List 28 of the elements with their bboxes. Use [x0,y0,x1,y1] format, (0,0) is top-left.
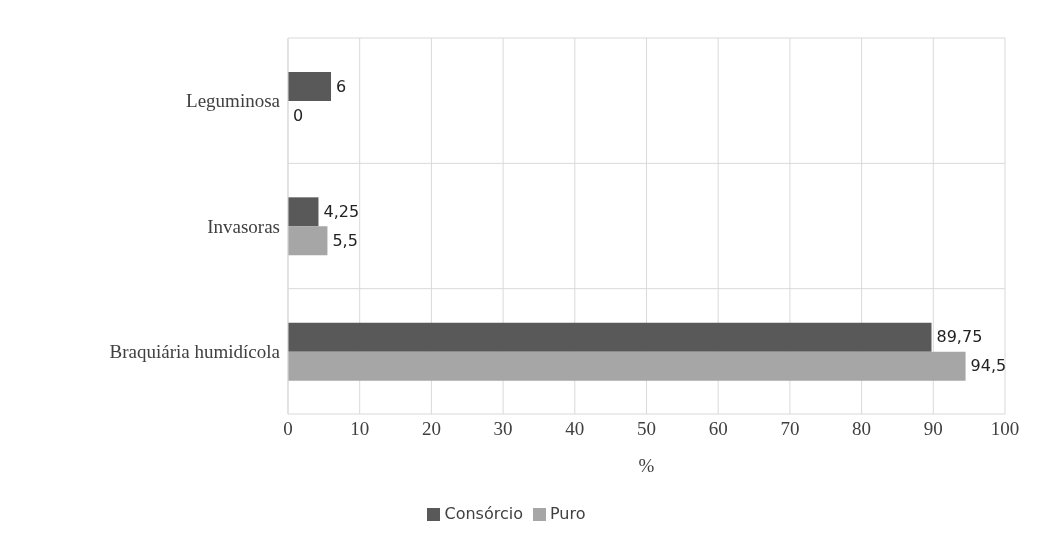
data-label: 5,5 [332,231,358,250]
x-tick-label: 100 [990,418,1020,440]
x-tick-label: 60 [708,418,728,440]
y-tick-label: Leguminosa [186,90,281,112]
data-label: 6 [336,76,347,96]
y-tick-label: Invasoras [207,215,280,237]
bar [288,351,966,381]
x-tick-label: 80 [852,418,872,440]
x-tick-label: 0 [283,418,293,440]
legend-label: Consórcio [444,504,523,523]
x-tick-label: 30 [493,418,513,440]
y-tick-label: Braquiária humidícola [109,341,281,363]
bar [288,197,319,227]
legend-label: Puro [549,504,586,523]
x-tick-label: 20 [421,418,441,440]
x-tick-label: 40 [565,418,585,440]
bar [288,322,932,352]
data-label: 89,75 [936,327,983,347]
bar [288,226,328,256]
data-label: 94,5 [970,356,1007,376]
x-tick-label: 10 [350,418,370,440]
bar [288,72,332,101]
data-label: 0 [293,105,304,125]
x-tick-label: 70 [780,418,800,440]
data-label: 4,25 [323,202,360,221]
x-tick-label: 50 [637,418,656,440]
x-tick-label: 90 [923,418,943,440]
x-axis-title: % [638,455,655,476]
